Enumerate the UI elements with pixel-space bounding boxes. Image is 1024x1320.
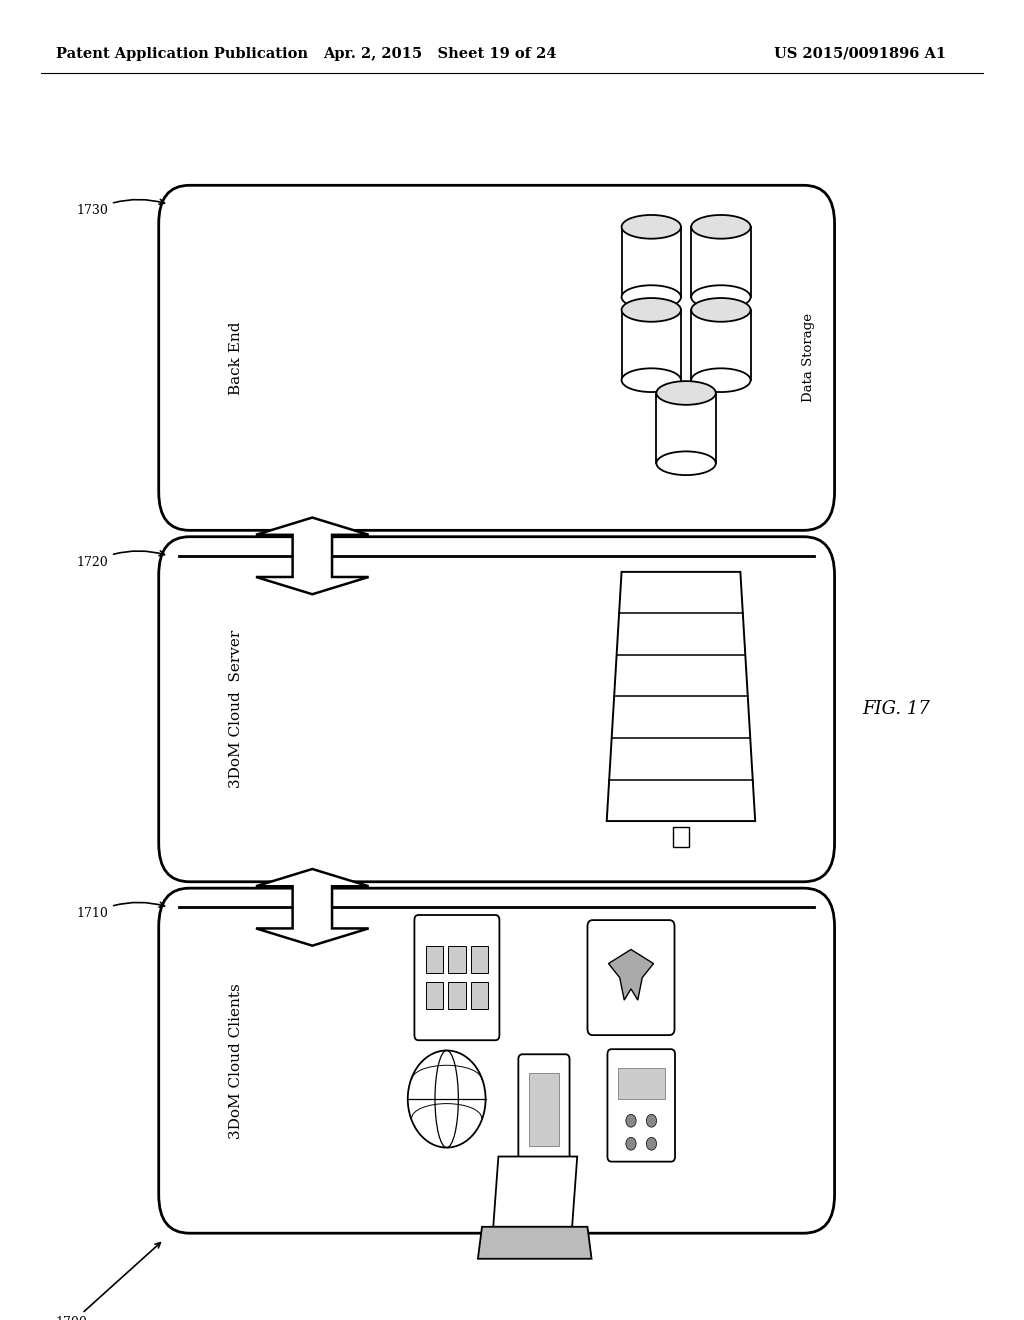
Ellipse shape xyxy=(622,368,681,392)
Ellipse shape xyxy=(691,285,751,309)
Bar xyxy=(691,227,751,297)
Ellipse shape xyxy=(622,285,681,309)
Bar xyxy=(617,1068,665,1100)
Text: 1710: 1710 xyxy=(76,903,165,920)
Polygon shape xyxy=(608,949,653,1001)
Ellipse shape xyxy=(622,298,681,322)
Ellipse shape xyxy=(656,381,716,405)
Bar xyxy=(426,946,443,973)
Text: Patent Application Publication: Patent Application Publication xyxy=(56,46,308,61)
Text: Apr. 2, 2015   Sheet 19 of 24: Apr. 2, 2015 Sheet 19 of 24 xyxy=(324,46,557,61)
Polygon shape xyxy=(478,1226,592,1259)
Text: 1730: 1730 xyxy=(76,199,165,218)
Text: 3DoM Cloud Clients: 3DoM Cloud Clients xyxy=(228,983,243,1139)
Polygon shape xyxy=(494,1156,578,1226)
Circle shape xyxy=(408,1051,485,1147)
FancyBboxPatch shape xyxy=(588,920,675,1035)
Ellipse shape xyxy=(622,215,681,239)
Text: 1700: 1700 xyxy=(55,1242,161,1320)
Polygon shape xyxy=(256,869,369,945)
FancyBboxPatch shape xyxy=(159,888,835,1233)
Bar xyxy=(449,982,466,1008)
Bar xyxy=(528,1073,559,1146)
Bar xyxy=(656,393,716,463)
Bar xyxy=(622,310,681,380)
FancyBboxPatch shape xyxy=(159,185,835,531)
Circle shape xyxy=(646,1138,656,1150)
Ellipse shape xyxy=(691,298,751,322)
Text: Back End: Back End xyxy=(228,321,243,395)
FancyBboxPatch shape xyxy=(607,1049,675,1162)
Bar xyxy=(471,982,488,1008)
Circle shape xyxy=(646,1114,656,1127)
Bar xyxy=(426,982,443,1008)
Polygon shape xyxy=(606,572,756,821)
Text: US 2015/0091896 A1: US 2015/0091896 A1 xyxy=(774,46,946,61)
Circle shape xyxy=(626,1138,636,1150)
Bar xyxy=(449,946,466,973)
Polygon shape xyxy=(256,517,369,594)
FancyBboxPatch shape xyxy=(159,537,835,882)
Text: FIG. 17: FIG. 17 xyxy=(862,700,930,718)
Ellipse shape xyxy=(691,368,751,392)
Bar xyxy=(674,828,689,846)
Text: 3DoM Cloud  Server: 3DoM Cloud Server xyxy=(228,630,243,788)
Circle shape xyxy=(626,1114,636,1127)
Bar xyxy=(691,310,751,380)
FancyBboxPatch shape xyxy=(518,1055,569,1170)
FancyBboxPatch shape xyxy=(415,915,500,1040)
Bar xyxy=(471,946,488,973)
Ellipse shape xyxy=(656,451,716,475)
Text: Data Storage: Data Storage xyxy=(803,313,815,403)
Bar xyxy=(622,227,681,297)
Text: 1720: 1720 xyxy=(76,550,165,569)
Ellipse shape xyxy=(691,215,751,239)
